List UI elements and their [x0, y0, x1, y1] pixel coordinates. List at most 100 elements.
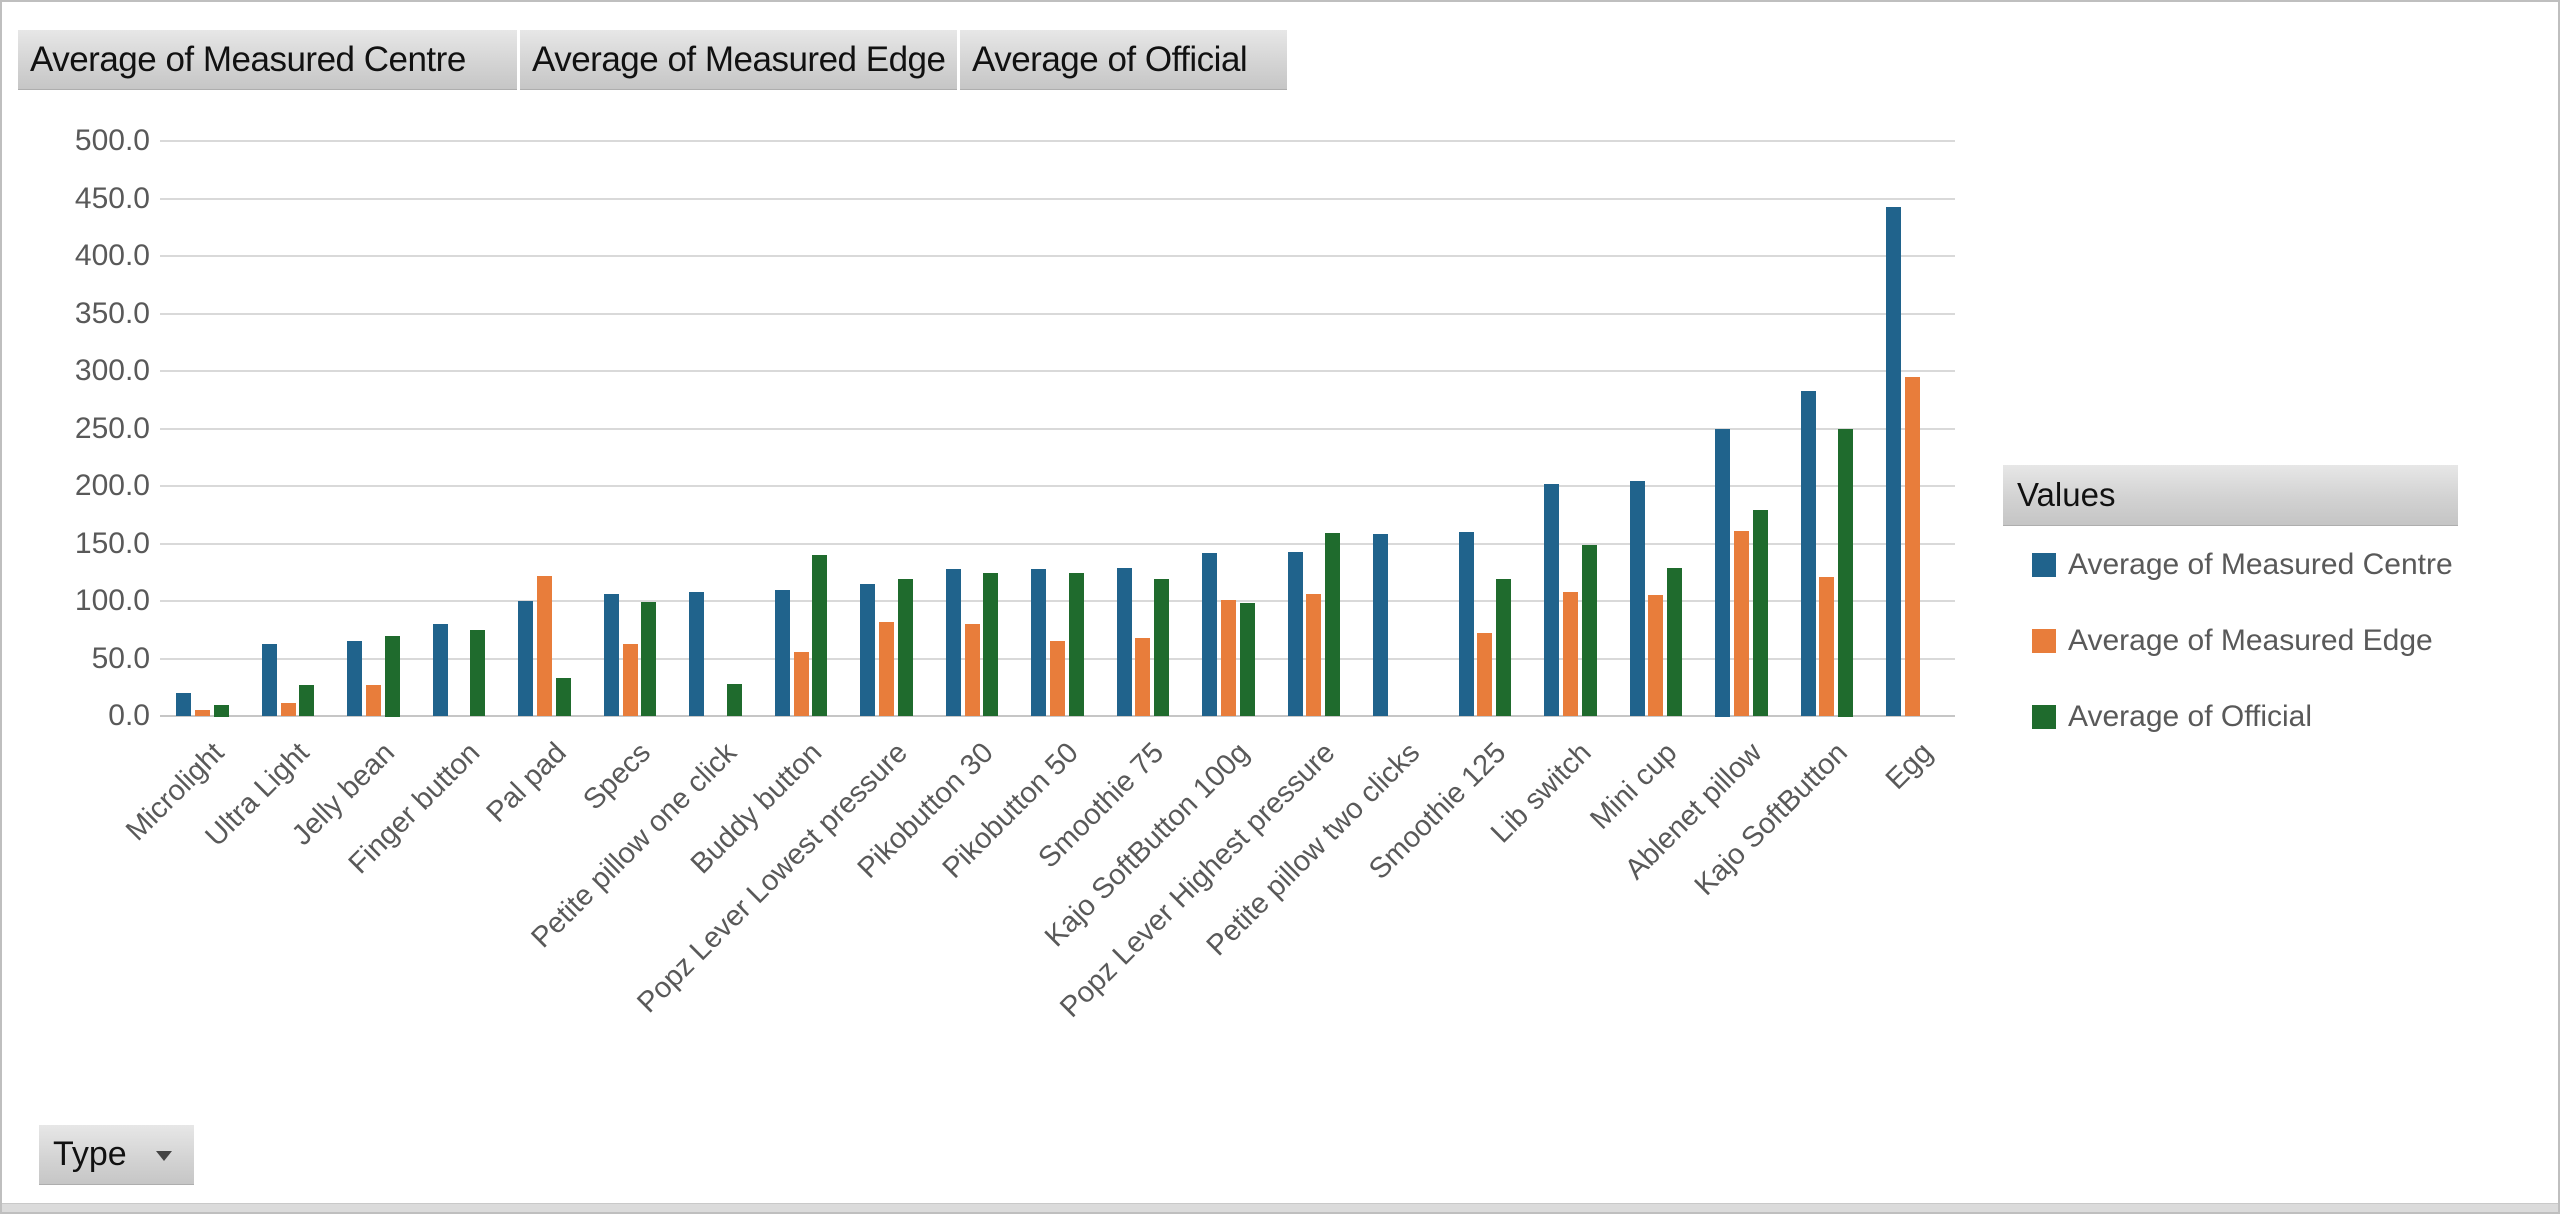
y-axis-tick-label: 0.0: [108, 699, 150, 732]
bar-average-of-official-pal-pad: [556, 678, 571, 716]
bar-average-of-measured-edge-specs: [623, 644, 638, 716]
y-axis-tick-label: 500.0: [74, 124, 150, 157]
gridline: [160, 485, 1955, 487]
bar-average-of-measured-centre-popz-lever-highest-pressure: [1288, 552, 1303, 716]
gridline: [160, 313, 1955, 315]
type-dropdown-arrow-icon[interactable]: [156, 1151, 172, 1161]
bar-average-of-measured-edge-kajo-softbutton: [1819, 577, 1834, 716]
field-button-official[interactable]: Average of Official: [960, 30, 1287, 90]
bar-average-of-measured-edge-egg: [1905, 377, 1920, 716]
legend-swatch-orange-icon: [2032, 629, 2056, 653]
bar-average-of-measured-centre-finger-button: [433, 624, 448, 716]
gridline: [160, 370, 1955, 372]
bar-average-of-measured-centre-smoothie-75: [1117, 568, 1132, 716]
bar-average-of-official-smoothie-75: [1154, 579, 1169, 716]
bar-average-of-measured-edge-mini-cup: [1648, 595, 1663, 716]
x-axis-category-label: Egg: [1880, 736, 1940, 796]
bar-average-of-measured-edge-popz-lever-highest-pressure: [1306, 594, 1321, 716]
y-axis-tick-label: 300.0: [74, 354, 150, 387]
bar-average-of-measured-centre-popz-lever-lowest-pressure: [860, 584, 875, 716]
bar-average-of-measured-edge-microlight: [195, 710, 210, 716]
legend-swatch-blue-icon: [2032, 553, 2056, 577]
bar-average-of-official-popz-lever-lowest-pressure: [898, 579, 913, 716]
bar-average-of-measured-edge-pikobutton-30: [965, 624, 980, 716]
y-axis-tick-label: 200.0: [74, 469, 150, 502]
bar-average-of-measured-edge-smoothie-75: [1135, 638, 1150, 716]
y-axis-tick-label: 100.0: [74, 584, 150, 617]
bar-average-of-measured-centre-ultra-light: [262, 644, 277, 716]
legend-item-measured-edge: Average of Measured Edge: [2032, 623, 2433, 659]
bar-average-of-measured-centre-petite-pillow-one-click: [689, 592, 704, 716]
bar-average-of-measured-centre-buddy-button: [775, 590, 790, 716]
type-filter-button[interactable]: Type: [39, 1125, 194, 1185]
gridline: [160, 198, 1955, 200]
y-axis-tick-label: 350.0: [74, 297, 150, 330]
bar-average-of-measured-centre-pikobutton-50: [1031, 569, 1046, 716]
bar-average-of-measured-edge-buddy-button: [794, 652, 809, 716]
legend-label: Average of Measured Edge: [2068, 624, 2433, 657]
legend-label: Average of Measured Centre: [2068, 548, 2453, 581]
bottom-scroll-strip: [2, 1203, 2558, 1212]
x-axis-line: [160, 715, 1955, 717]
bar-average-of-measured-centre-pal-pad: [518, 601, 533, 716]
type-filter-label: Type: [53, 1135, 127, 1173]
bar-average-of-measured-edge-pikobutton-50: [1050, 641, 1065, 716]
bar-average-of-official-jelly-bean: [385, 636, 400, 717]
bar-average-of-official-ultra-light: [299, 685, 314, 716]
bar-average-of-official-petite-pillow-one-click: [727, 684, 742, 716]
bar-average-of-measured-centre-kajo-softbutton-100g: [1202, 553, 1217, 716]
bar-average-of-official-buddy-button: [812, 555, 827, 716]
bar-average-of-measured-centre-pikobutton-30: [946, 569, 961, 716]
x-axis-category-label: Pal pad: [480, 736, 573, 829]
bar-average-of-official-finger-button: [470, 630, 485, 716]
bar-average-of-official-specs: [641, 602, 656, 716]
bar-average-of-measured-centre-mini-cup: [1630, 481, 1645, 716]
pivot-value-field-buttons: Average of Measured Centre Average of Me…: [18, 30, 1287, 90]
bar-average-of-measured-edge-ultra-light: [281, 703, 296, 716]
bar-average-of-official-pikobutton-30: [983, 573, 998, 716]
bar-average-of-measured-centre-microlight: [176, 693, 191, 716]
bar-average-of-measured-edge-smoothie-125: [1477, 633, 1492, 716]
legend-swatch-green-icon: [2032, 705, 2056, 729]
bar-average-of-measured-centre-ablenet-pillow: [1715, 429, 1730, 717]
bar-average-of-official-kajo-softbutton: [1838, 429, 1853, 717]
bar-average-of-official-smoothie-125: [1496, 579, 1511, 716]
bar-average-of-measured-edge-popz-lever-lowest-pressure: [879, 622, 894, 716]
field-button-measured-centre[interactable]: Average of Measured Centre: [18, 30, 517, 90]
bar-average-of-measured-edge-jelly-bean: [366, 685, 381, 716]
gridline: [160, 255, 1955, 257]
bar-average-of-official-microlight: [214, 705, 229, 717]
bar-average-of-measured-centre-kajo-softbutton: [1801, 391, 1816, 716]
bar-average-of-measured-edge-lib-switch: [1563, 592, 1578, 716]
bar-average-of-official-mini-cup: [1667, 568, 1682, 716]
legend-label: Average of Official: [2068, 700, 2313, 733]
x-axis-category-label: Specs: [577, 736, 658, 817]
bar-average-of-official-popz-lever-highest-pressure: [1325, 533, 1340, 716]
bar-average-of-measured-centre-jelly-bean: [347, 641, 362, 716]
bar-average-of-official-ablenet-pillow: [1753, 510, 1768, 716]
bar-average-of-official-kajo-softbutton-100g: [1240, 603, 1255, 716]
bar-average-of-official-lib-switch: [1582, 545, 1597, 716]
legend-values-button[interactable]: Values: [2003, 465, 2458, 526]
x-axis-category-label: Kajo SoftButton: [1689, 736, 1855, 902]
bar-average-of-measured-centre-smoothie-125: [1459, 532, 1474, 716]
y-axis-tick-label: 400.0: [74, 239, 150, 272]
bar-average-of-measured-centre-specs: [604, 594, 619, 716]
field-button-measured-edge[interactable]: Average of Measured Edge: [520, 30, 957, 90]
bar-average-of-measured-edge-pal-pad: [537, 576, 552, 716]
gridline: [160, 428, 1955, 430]
bar-average-of-measured-centre-lib-switch: [1544, 484, 1559, 716]
y-axis-tick-label: 450.0: [74, 182, 150, 215]
y-axis-tick-label: 150.0: [74, 527, 150, 560]
bar-average-of-official-pikobutton-50: [1069, 573, 1084, 716]
bar-average-of-measured-edge-kajo-softbutton-100g: [1221, 600, 1236, 716]
y-axis-tick-label: 250.0: [74, 412, 150, 445]
gridline: [160, 140, 1955, 142]
legend-item-measured-centre: Average of Measured Centre: [2032, 547, 2453, 583]
bar-average-of-measured-centre-egg: [1886, 207, 1901, 716]
y-axis-tick-label: 50.0: [91, 642, 150, 675]
bar-average-of-measured-edge-ablenet-pillow: [1734, 531, 1749, 716]
gridline: [160, 543, 1955, 545]
gridline: [160, 600, 1955, 602]
